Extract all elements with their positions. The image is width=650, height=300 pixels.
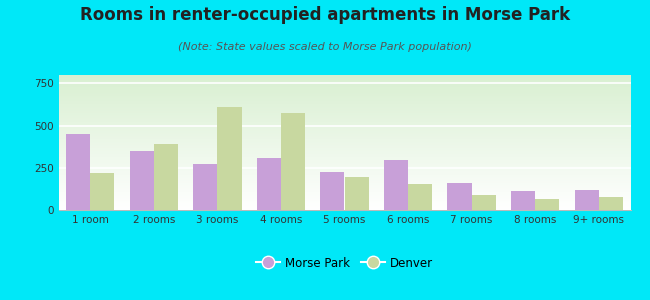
Bar	[535, 199, 559, 210]
Text: (Note: State values scaled to Morse Park population): (Note: State values scaled to Morse Park…	[178, 42, 472, 52]
Text: Rooms in renter-occupied apartments in Morse Park: Rooms in renter-occupied apartments in M…	[80, 6, 570, 24]
Legend: Morse Park, Denver: Morse Park, Denver	[252, 252, 437, 274]
Bar	[384, 160, 408, 210]
Bar	[66, 134, 90, 210]
Bar	[320, 172, 344, 210]
Bar	[154, 144, 178, 210]
Bar	[281, 113, 305, 210]
Bar	[90, 173, 114, 210]
Bar	[257, 158, 281, 210]
Bar	[130, 151, 154, 210]
Bar	[472, 195, 496, 210]
Bar	[575, 190, 599, 210]
Bar	[217, 107, 242, 210]
Bar	[408, 184, 432, 210]
Bar	[447, 183, 472, 210]
Bar	[193, 164, 217, 210]
Bar	[599, 197, 623, 210]
Bar	[511, 190, 535, 210]
Bar	[344, 177, 369, 210]
